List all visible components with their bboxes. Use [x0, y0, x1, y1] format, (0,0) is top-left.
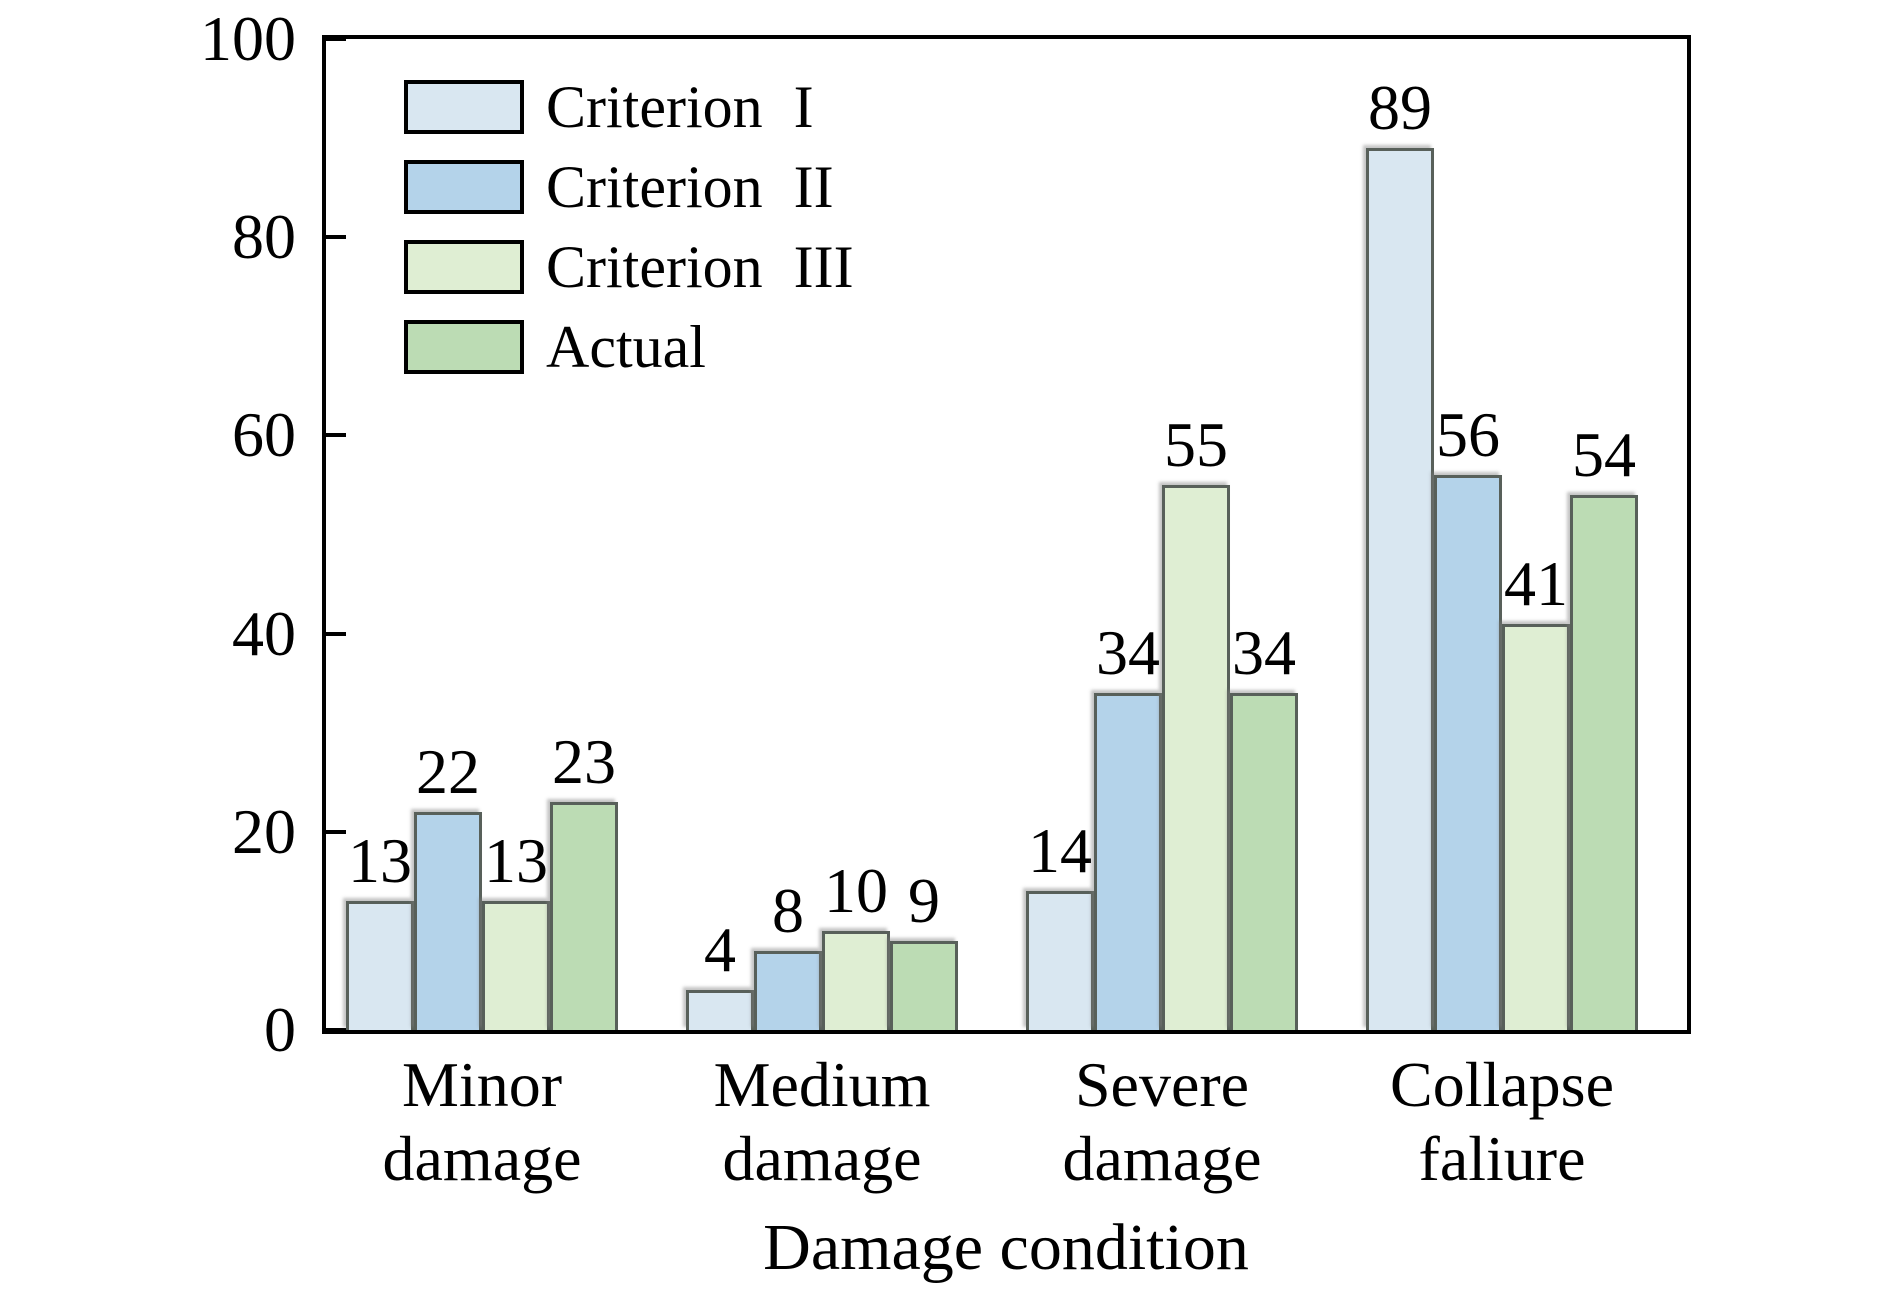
value-label-criterion-i-severe-damage: 14 — [1028, 815, 1092, 887]
value-label-actual-severe-damage: 34 — [1232, 617, 1296, 689]
legend-row-criterion-i: Criterion I — [404, 67, 854, 147]
value-label-criterion-iii-minor-damage: 13 — [484, 825, 548, 897]
category-label-medium-damage: Medium damage — [714, 1048, 931, 1196]
plot-area: Criterion I Criterion II Criterion III Actu… — [322, 35, 1691, 1034]
y-tick-label: 80 — [232, 201, 296, 273]
category-label-line: damage — [722, 1123, 922, 1194]
x-axis-title: Damage condition — [763, 1211, 1249, 1284]
category-label-severe-damage: Severe damage — [1063, 1048, 1262, 1196]
legend-row-criterion-iii: Criterion III — [404, 227, 854, 307]
value-label-criterion-iii-severe-damage: 55 — [1164, 408, 1228, 480]
legend-row-criterion-ii: Criterion II — [404, 147, 854, 227]
legend-swatch-criterion-ii — [404, 160, 524, 214]
y-tick-label: 40 — [232, 597, 296, 669]
legend-row-actual: Actual — [404, 307, 854, 387]
category-label-line: faliure — [1418, 1123, 1586, 1194]
bar-criterion-i-medium-damage — [686, 990, 754, 1030]
value-label-criterion-ii-severe-damage: 34 — [1096, 617, 1160, 689]
y-tick-label: 0 — [264, 994, 296, 1065]
category-label-line: damage — [1062, 1123, 1262, 1194]
legend-swatch-criterion-i — [404, 80, 524, 134]
value-label-criterion-ii-minor-damage: 22 — [416, 735, 480, 807]
category-label-line: damage — [382, 1123, 582, 1194]
value-label-criterion-i-collapse-faliure: 89 — [1368, 72, 1432, 144]
value-label-criterion-iii-collapse-faliure: 41 — [1504, 547, 1568, 619]
y-tick-label: 100 — [200, 3, 296, 74]
category-label-line: Severe — [1074, 1049, 1250, 1120]
value-label-criterion-ii-collapse-faliure: 56 — [1436, 399, 1500, 471]
value-label-criterion-i-medium-damage: 4 — [704, 914, 736, 986]
bar-criterion-ii-medium-damage — [754, 950, 822, 1030]
legend-label-criterion-iii: Criterion III — [546, 234, 854, 300]
bar-criterion-iii-severe-damage — [1162, 484, 1230, 1030]
value-label-actual-medium-damage: 9 — [908, 864, 940, 936]
y-tick-label: 60 — [232, 399, 296, 471]
bar-criterion-ii-severe-damage — [1094, 693, 1162, 1030]
y-tick — [326, 433, 346, 438]
legend-swatch-actual — [404, 320, 524, 374]
category-label-minor-damage: Minor damage — [383, 1048, 582, 1196]
y-tick — [326, 1028, 346, 1032]
bar-actual-medium-damage — [890, 940, 958, 1030]
bar-actual-collapse-faliure — [1570, 494, 1638, 1030]
value-label-actual-collapse-faliure: 54 — [1572, 418, 1636, 490]
legend-label-criterion-ii: Criterion II — [546, 154, 834, 220]
bar-criterion-ii-collapse-faliure — [1434, 475, 1502, 1030]
y-tick — [326, 829, 346, 834]
bar-criterion-i-severe-damage — [1026, 891, 1094, 1030]
y-tick — [326, 631, 346, 636]
value-label-criterion-i-minor-damage: 13 — [348, 825, 412, 897]
legend-label-actual: Actual — [546, 314, 706, 380]
bar-criterion-iii-collapse-faliure — [1502, 623, 1570, 1030]
y-tick-label: 20 — [232, 795, 296, 867]
bar-criterion-iii-medium-damage — [822, 930, 890, 1030]
category-label-collapse-faliure: Collapse faliure — [1390, 1048, 1614, 1196]
bar-actual-minor-damage — [550, 802, 618, 1030]
value-label-criterion-ii-medium-damage: 8 — [772, 874, 804, 946]
category-label-line: Minor — [402, 1049, 562, 1120]
category-label-line: Medium — [713, 1049, 931, 1120]
bar-criterion-i-minor-damage — [346, 901, 414, 1030]
value-label-actual-minor-damage: 23 — [552, 726, 616, 798]
category-label-line: Collapse — [1390, 1049, 1614, 1120]
legend-swatch-criterion-iii — [404, 240, 524, 294]
legend-label-criterion-i: Criterion I — [546, 74, 814, 140]
bar-actual-severe-damage — [1230, 693, 1298, 1030]
bar-criterion-iii-minor-damage — [482, 901, 550, 1030]
bar-criterion-ii-minor-damage — [414, 811, 482, 1030]
y-tick — [326, 37, 346, 41]
y-tick — [326, 235, 346, 240]
bar-criterion-i-collapse-faliure — [1366, 148, 1434, 1030]
value-label-criterion-iii-medium-damage: 10 — [824, 854, 888, 926]
legend: Criterion I Criterion II Criterion III Actu… — [404, 67, 854, 387]
